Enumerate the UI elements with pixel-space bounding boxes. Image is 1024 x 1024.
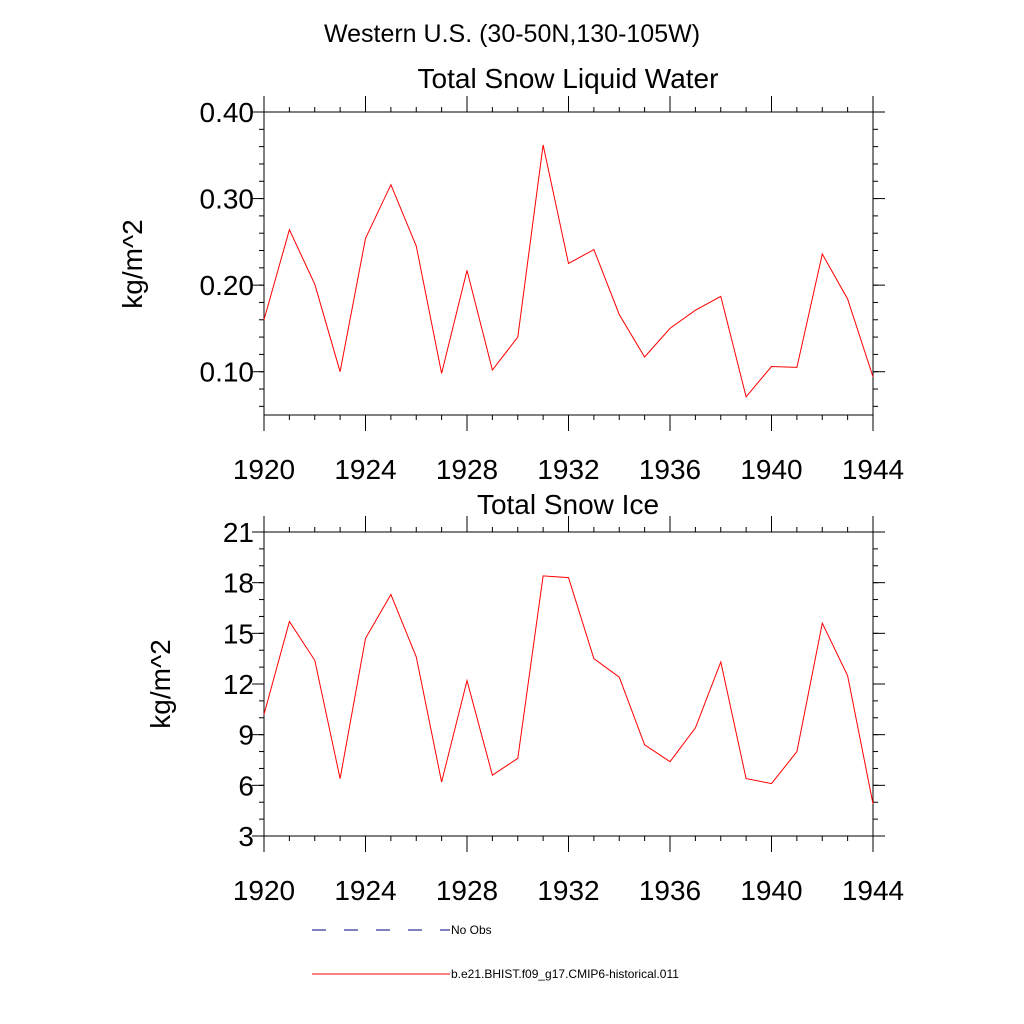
y-tick-label-snow-liquid-water: 0.20 [200,270,255,301]
y-axis-label-snow-liquid-water: kg/m^2 [117,219,148,308]
y-tick-label-snow-liquid-water: 0.40 [200,97,255,128]
x-tick-label-snow-liquid-water: 1928 [436,454,498,485]
figure-suptitle: Western U.S. (30-50N,130-105W) [324,20,700,48]
y-tick-label-snow-liquid-water: 0.10 [200,357,255,388]
x-tick-label-snow-ice: 1932 [537,875,599,906]
panel-title-snow-ice: Total Snow Ice [477,489,659,520]
x-tick-label-snow-liquid-water: 1936 [639,454,701,485]
legend-label-model: b.e21.BHIST.f09_g17.CMIP6-historical.011 [451,967,679,981]
y-tick-label-snow-ice: 12 [223,669,254,700]
y-tick-label-snow-ice: 21 [223,517,254,548]
x-tick-label-snow-ice: 1936 [639,875,701,906]
x-tick-label-snow-ice: 1940 [740,875,802,906]
y-tick-label-snow-ice: 18 [223,568,254,599]
x-tick-label-snow-liquid-water: 1940 [740,454,802,485]
axis-ticks-snow-ice: 3 6 9 12 15 18 21 1920 1924 1928 1932 1936 1940 1944 [223,516,904,906]
panel-snow-ice: Total Snow Ice kg/m^2 3 6 9 12 15 18 21 1920 192… [145,489,904,906]
x-tick-label-snow-liquid-water: 1932 [537,454,599,485]
x-tick-label-snow-ice: 1920 [233,875,295,906]
y-tick-label-snow-ice: 9 [238,720,254,751]
legend-item-model: b.e21.BHIST.f09_g17.CMIP6-historical.011 [312,967,679,981]
axis-ticks-snow-liquid-water: 0.10 0.20 0.30 0.40 1920 1924 1928 1932 1936 1940… [200,96,904,485]
legend-item-no-obs: No Obs [312,923,492,937]
x-tick-label-snow-liquid-water: 1924 [334,454,396,485]
y-tick-label-snow-ice: 6 [238,770,254,801]
y-tick-label-snow-ice: 15 [223,618,254,649]
series-line-snow-liquid-water [263,144,874,398]
x-tick-label-snow-ice: 1924 [334,875,396,906]
x-tick-label-snow-ice: 1928 [436,875,498,906]
x-tick-label-snow-liquid-water: 1920 [233,454,295,485]
legend-label-no-obs: No Obs [451,923,492,937]
panel-snow-liquid-water: Total Snow Liquid Water kg/m^2 0.100.200… [117,63,904,485]
panel-title-snow-liquid-water: Total Snow Liquid Water [418,63,719,94]
x-tick-label-snow-ice: 1944 [842,875,904,906]
legend: No Obs b.e21.BHIST.f09_g17.CMIP6-histori… [312,923,679,981]
y-tick-label-snow-liquid-water: 0.30 [200,184,255,215]
x-tick-label-snow-liquid-water: 1944 [842,454,904,485]
series-lines-snow-liquid-water [263,144,874,398]
series-lines-snow-ice [263,575,874,804]
y-axis-label-snow-ice: kg/m^2 [145,639,176,728]
series-line-snow-ice [263,575,874,804]
y-tick-label-snow-ice: 3 [238,821,254,852]
